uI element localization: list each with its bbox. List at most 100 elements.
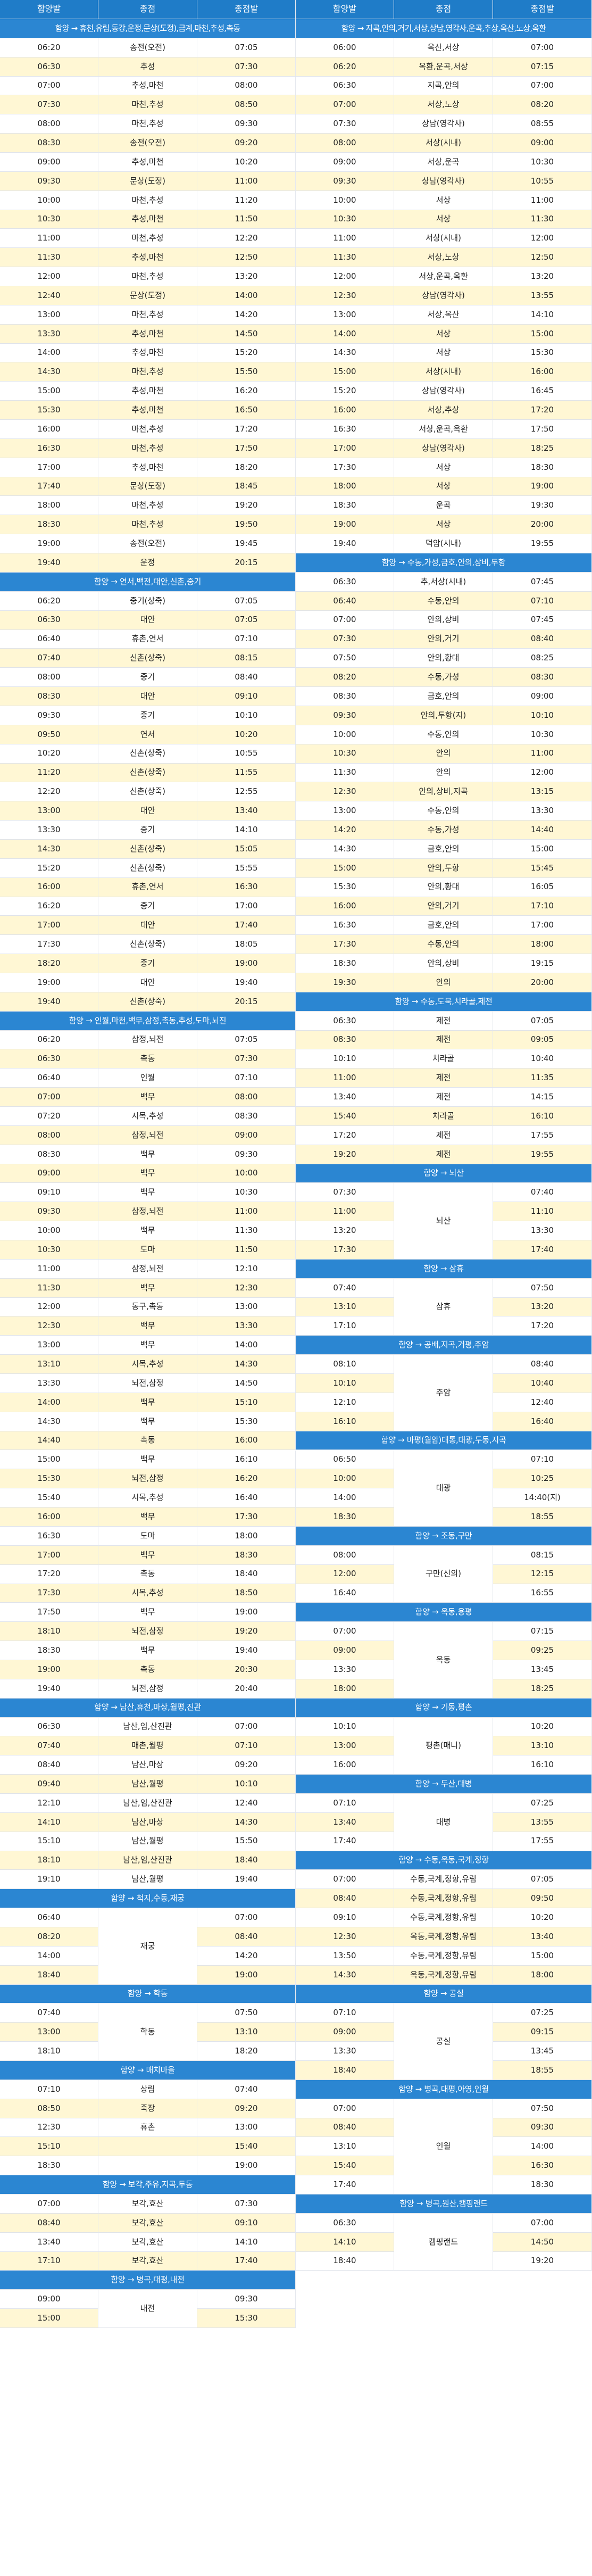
departure-time: 15:30 xyxy=(0,401,98,420)
return-time: 14:50 xyxy=(493,2232,592,2252)
destination: 백무 xyxy=(98,1145,197,1164)
return-time: 07:25 xyxy=(493,2003,592,2023)
destination: 인월 xyxy=(394,2099,493,2195)
route-section-title: 함양 → 수동,도북,치라골,제전 xyxy=(296,992,592,1012)
departure-time: 08:10 xyxy=(296,1355,394,1374)
return-time: 14:40(지) xyxy=(493,1488,592,1508)
destination: 중기 xyxy=(98,706,197,725)
destination: 신촌(상죽) xyxy=(98,992,197,1012)
destination: 안의,두항(지) xyxy=(394,706,493,725)
destination: 연서 xyxy=(98,725,197,744)
departure-time: 13:30 xyxy=(0,821,98,840)
departure-time: 13:30 xyxy=(0,1374,98,1393)
destination: 지곡,안의 xyxy=(394,76,493,96)
destination: 제전 xyxy=(394,1145,493,1164)
destination: 운정 xyxy=(98,553,197,573)
destination: 뇌전,삼정 xyxy=(98,1374,197,1393)
departure-time: 18:00 xyxy=(0,496,98,516)
return-time: 07:10 xyxy=(197,1068,296,1088)
return-time: 07:30 xyxy=(197,1049,296,1069)
departure-time: 07:00 xyxy=(296,2099,394,2118)
return-time: 07:05 xyxy=(493,1870,592,1890)
departure-time: 18:10 xyxy=(0,2042,98,2061)
return-time: 09:00 xyxy=(493,134,592,153)
return-time: 07:05 xyxy=(197,38,296,57)
destination: 학동 xyxy=(98,2003,197,2061)
return-time: 17:40 xyxy=(197,916,296,935)
return-time: 14:10 xyxy=(197,821,296,840)
return-time: 14:40 xyxy=(493,821,592,840)
destination: 제전 xyxy=(394,1088,493,1107)
return-time: 17:20 xyxy=(493,401,592,420)
departure-time: 14:30 xyxy=(296,1965,394,1985)
departure-time: 16:00 xyxy=(296,401,394,420)
departure-time: 06:30 xyxy=(0,610,98,630)
departure-time: 12:10 xyxy=(296,1393,394,1412)
return-time: 08:50 xyxy=(197,95,296,115)
return-time: 14:00 xyxy=(197,1336,296,1355)
column-header: 함양발 xyxy=(0,0,98,19)
destination: 서상 xyxy=(394,515,493,535)
departure-time: 08:00 xyxy=(0,668,98,688)
destination: 신촌(상죽) xyxy=(98,935,197,955)
column-header: 종점 xyxy=(98,0,197,19)
return-time: 07:50 xyxy=(493,1278,592,1298)
departure-time: 16:00 xyxy=(0,420,98,439)
departure-time: 15:10 xyxy=(0,2137,98,2157)
return-time: 19:40 xyxy=(197,1641,296,1660)
return-time: 10:40 xyxy=(493,1374,592,1393)
return-time: 18:25 xyxy=(493,1679,592,1699)
departure-time: 18:20 xyxy=(0,954,98,973)
departure-time: 15:30 xyxy=(0,1469,98,1489)
departure-time: 17:30 xyxy=(296,1240,394,1260)
destination: 대광 xyxy=(394,1450,493,1527)
destination xyxy=(98,2137,197,2157)
return-time: 16:45 xyxy=(493,382,592,401)
return-time: 19:30 xyxy=(493,496,592,516)
return-time: 08:00 xyxy=(197,1088,296,1107)
return-time: 07:45 xyxy=(493,572,592,592)
return-time: 15:00 xyxy=(493,324,592,344)
departure-time: 19:40 xyxy=(0,553,98,573)
return-time: 17:00 xyxy=(493,916,592,935)
return-time: 19:00 xyxy=(197,1965,296,1985)
departure-time: 07:20 xyxy=(0,1107,98,1126)
destination: 백무 xyxy=(98,1221,197,1241)
departure-time: 17:30 xyxy=(0,1584,98,1603)
return-time: 18:30 xyxy=(493,2175,592,2195)
departure-time: 06:20 xyxy=(296,57,394,77)
departure-time: 14:40 xyxy=(0,1431,98,1451)
departure-time: 17:20 xyxy=(0,1564,98,1584)
departure-time: 07:10 xyxy=(296,2003,394,2023)
departure-time: 11:30 xyxy=(296,248,394,268)
destination: 동구,촉동 xyxy=(98,1297,197,1317)
return-time: 11:55 xyxy=(197,763,296,783)
destination: 남산,마상 xyxy=(98,1812,197,1832)
departure-time: 06:30 xyxy=(296,572,394,592)
destination: 추성 xyxy=(98,57,197,77)
return-time: 16:30 xyxy=(197,877,296,897)
destination: 수동,안의 xyxy=(394,935,493,955)
departure-time: 14:30 xyxy=(296,343,394,363)
return-time: 08:25 xyxy=(493,649,592,668)
return-time: 08:40 xyxy=(197,668,296,688)
departure-time: 11:00 xyxy=(296,1068,394,1088)
route-section-title: 함양 → 지곡,안의,거기,서상,상남,영각사,운곡,추상,옥산,노상,옥환 xyxy=(296,19,592,38)
return-time: 16:40 xyxy=(197,1488,296,1508)
destination: 휴촌,연서 xyxy=(98,629,197,649)
destination: 상남(영각사) xyxy=(394,382,493,401)
column-header: 함양발 xyxy=(296,0,394,19)
departure-time: 10:00 xyxy=(0,190,98,210)
return-time: 16:20 xyxy=(197,1469,296,1489)
departure-time: 06:40 xyxy=(296,591,394,611)
destination: 서상 xyxy=(394,190,493,210)
departure-time: 12:00 xyxy=(0,267,98,287)
departure-time: 17:00 xyxy=(296,438,394,458)
return-time: 16:30 xyxy=(493,2156,592,2176)
destination: 보각,효산 xyxy=(98,2213,197,2233)
destination: 서상(시내) xyxy=(394,362,493,382)
destination: 송전(오전) xyxy=(98,134,197,153)
return-time: 12:40 xyxy=(493,1393,592,1412)
departure-time: 10:10 xyxy=(296,1049,394,1069)
return-time: 07:40 xyxy=(197,2080,296,2099)
